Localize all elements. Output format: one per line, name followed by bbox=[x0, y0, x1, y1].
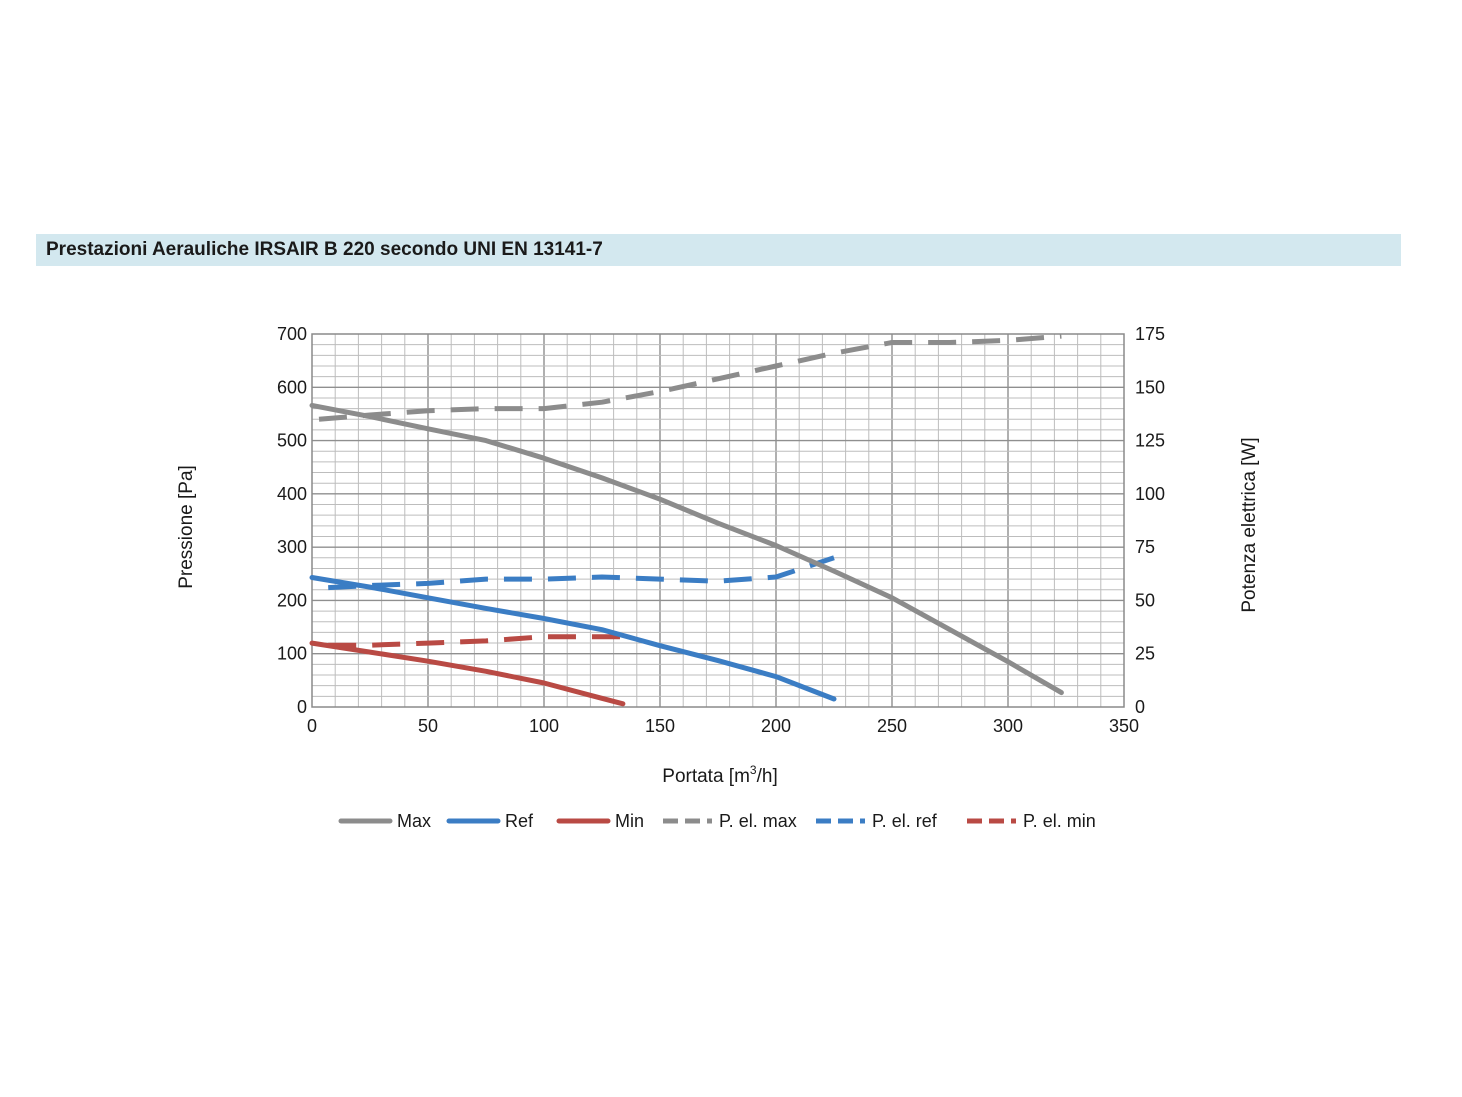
x-tick-label: 350 bbox=[1109, 716, 1139, 736]
grid bbox=[312, 334, 1124, 707]
y-axis-left-title: Pressione [Pa] bbox=[176, 465, 197, 589]
legend-label-p-el-min: P. el. min bbox=[1023, 811, 1096, 831]
y-right-tick-label: 25 bbox=[1135, 644, 1155, 664]
legend-label-min: Min bbox=[615, 811, 644, 831]
y-right-tick-label: 75 bbox=[1135, 537, 1155, 557]
y-left-tick-label: 400 bbox=[277, 484, 307, 504]
x-tick-label: 200 bbox=[761, 716, 791, 736]
x-tick-label: 50 bbox=[418, 716, 438, 736]
plot-frame bbox=[311, 333, 1125, 708]
series-line-p-el-ref bbox=[328, 555, 835, 591]
y-left-tick-label: 500 bbox=[277, 431, 307, 451]
y-right-tick-label: 125 bbox=[1135, 431, 1165, 451]
x-tick-label: 300 bbox=[993, 716, 1023, 736]
legend-label-max: Max bbox=[397, 811, 431, 831]
x-axis-title: Portata [m3/h] bbox=[662, 763, 777, 787]
x-tick-label: 100 bbox=[529, 716, 559, 736]
y-left-tick-label: 700 bbox=[277, 324, 307, 344]
legend: Max Ref Min P. el. max P. el. ref P. el. min bbox=[338, 811, 1096, 831]
x-axis-title-end: /h] bbox=[757, 766, 778, 787]
y-left-tick-label: 600 bbox=[277, 377, 307, 397]
y-right-tick-label: 0 bbox=[1135, 697, 1145, 717]
y-left-tick-label: 200 bbox=[277, 590, 307, 610]
y-axis-right-title: Potenza elettrica [W] bbox=[1239, 437, 1260, 612]
y-right-tick-label: 100 bbox=[1135, 484, 1165, 504]
chart-title: Prestazioni Aerauliche IRSAIR B 220 seco… bbox=[46, 239, 603, 260]
series-line-p-el-min bbox=[328, 634, 623, 648]
x-tick-label: 150 bbox=[645, 716, 675, 736]
tick-labels: 0 50 100 150 200 250 300 3500100200300400500600… bbox=[277, 324, 1165, 736]
legend-label-ref: Ref bbox=[505, 811, 534, 831]
x-axis-title-superscript: 3 bbox=[750, 763, 757, 777]
x-axis-title-main: Portata [m bbox=[662, 766, 750, 787]
y-right-tick-label: 150 bbox=[1135, 377, 1165, 397]
x-tick-label: 0 bbox=[307, 716, 317, 736]
x-tick-label: 250 bbox=[877, 716, 907, 736]
y-left-tick-label: 100 bbox=[277, 644, 307, 664]
legend-label-p-el-ref: P. el. ref bbox=[872, 811, 938, 831]
series-group bbox=[309, 333, 1064, 707]
plot-border bbox=[311, 333, 1125, 708]
y-right-tick-label: 175 bbox=[1135, 324, 1165, 344]
series-line-max bbox=[309, 402, 1064, 696]
chart-title-bar: Prestazioni Aerauliche IRSAIR B 220 seco… bbox=[36, 234, 1401, 266]
series-line-ref bbox=[309, 575, 837, 702]
y-left-tick-label: 300 bbox=[277, 537, 307, 557]
series-line-p-el-max bbox=[318, 333, 1062, 422]
series-line-min bbox=[309, 640, 626, 707]
legend-label-p-el-max: P. el. max bbox=[719, 811, 797, 831]
y-right-tick-label: 50 bbox=[1135, 590, 1155, 610]
y-left-tick-label: 0 bbox=[297, 697, 307, 717]
